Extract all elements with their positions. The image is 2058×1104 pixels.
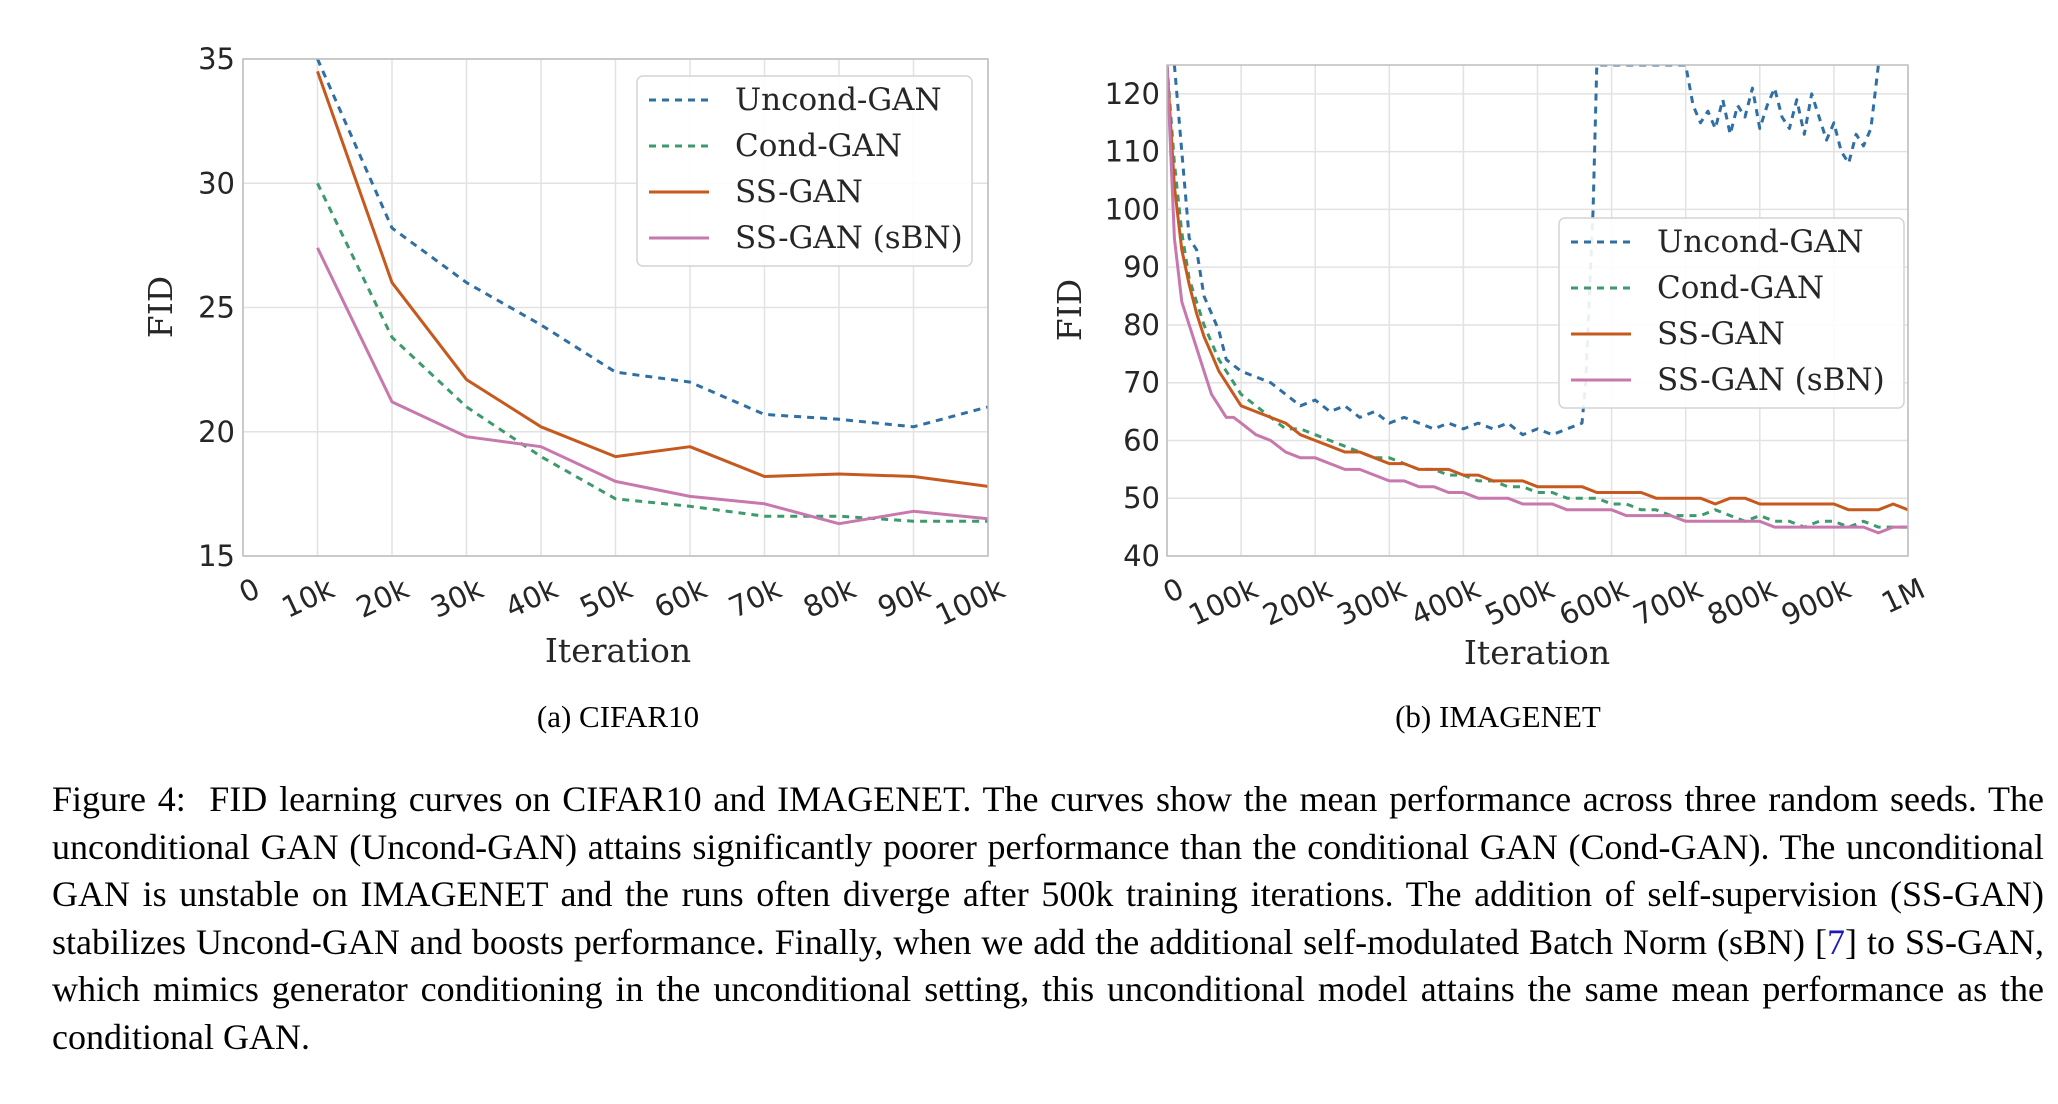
legend-label: SS-GAN (sBN) [1657, 362, 1885, 398]
y-tick-label: 20 [198, 415, 235, 449]
x-axis-label: Iteration [1464, 633, 1610, 672]
series-line-uncond-gan [316, 59, 988, 429]
series-line-cond-gan [316, 182, 988, 523]
y-tick-label: 15 [198, 539, 235, 573]
legend-box [636, 75, 973, 267]
series-line-ss-gan-sbn [316, 247, 988, 526]
subcaption-imagenet: (b) IMAGENET [1395, 699, 1601, 734]
y-tick-label: 120 [1105, 77, 1160, 111]
legend-label: SS-GAN (sBN) [735, 220, 963, 256]
x-tick-label: 20k [351, 571, 414, 625]
x-tick-label: 0 [234, 571, 265, 610]
x-tick-label: 40k [500, 571, 563, 625]
y-tick-label: 60 [1123, 423, 1160, 457]
caption-label: Figure 4: [52, 779, 186, 819]
y-tick-label: 80 [1123, 308, 1160, 342]
series-line-ss-gan [316, 70, 988, 488]
series-line-ss-gan-sbn [1167, 65, 1908, 535]
x-tick-label: 500k [1480, 571, 1560, 632]
legend-label: Cond-GAN [735, 128, 902, 164]
x-tick-label: 700k [1628, 571, 1708, 632]
legend-label: Uncond-GAN [1657, 224, 1864, 260]
chart-imagenet: 4050607080901001101200100k200k300k400k50… [1050, 64, 1930, 672]
x-tick-label: 100k [930, 571, 1010, 632]
caption-text-after-ref: ] to SS-GAN, which mimics generator cond… [52, 921, 2044, 1057]
x-tick-label: 400k [1406, 571, 1486, 632]
legend-label: SS-GAN [1657, 316, 1785, 352]
series-line-cond-gan [1167, 65, 1908, 529]
series-line-uncond-gan [1172, 65, 1880, 437]
x-tick-label: 1M [1876, 571, 1930, 620]
caption-citation-link[interactable]: 7 [1827, 921, 1845, 962]
x-tick-label: 90k [872, 571, 935, 625]
plot-frame [1166, 64, 1909, 557]
x-tick-label: 30k [425, 571, 488, 625]
series-line-ss-gan [1167, 65, 1908, 512]
x-tick-label: 60k [649, 571, 712, 625]
y-tick-label: 25 [198, 291, 235, 325]
y-tick-label: 30 [198, 166, 235, 200]
y-axis-label: FID [141, 276, 180, 338]
x-tick-label: 600k [1554, 571, 1634, 632]
caption-text-before-ref: FID learning curves on CIFAR10 and IMAGE… [52, 779, 2045, 962]
x-tick-label: 50k [574, 571, 637, 625]
y-tick-label: 40 [1123, 539, 1160, 573]
x-tick-label: 80k [798, 571, 861, 625]
y-tick-label: 110 [1105, 135, 1160, 169]
legend: Uncond-GAN Cond-GAN SS-GAN SS-GAN (sBN) [636, 75, 973, 267]
x-axis-label: Iteration [545, 631, 691, 670]
x-tick-label: 70k [723, 571, 786, 625]
x-tick-label: 10k [276, 571, 339, 625]
y-axis-label: FID [1050, 279, 1089, 341]
subcaption-cifar10: (a) CIFAR10 [537, 699, 699, 734]
x-tick-label: 300k [1332, 571, 1412, 632]
x-tick-label: 200k [1257, 571, 1337, 632]
chart-cifar10: 15 20 25 30 35 0 10k 20k 30k 40k 50k 60k 70k 80k 90k10… [141, 42, 1010, 670]
legend: Uncond-GAN Cond-GAN SS-GAN SS-GAN (sBN) [1558, 217, 1905, 409]
legend-label: SS-GAN [735, 174, 863, 210]
x-tick-label: 800k [1702, 571, 1782, 632]
legend-label: Uncond-GAN [735, 82, 942, 118]
y-tick-label: 50 [1123, 481, 1160, 515]
legend-label: Cond-GAN [1657, 270, 1824, 306]
y-tick-label: 100 [1105, 192, 1160, 226]
legend-box [1558, 217, 1905, 409]
y-tick-label: 90 [1123, 250, 1160, 284]
y-tick-label: 70 [1123, 366, 1160, 400]
x-tick-label: 900k [1776, 571, 1856, 632]
plot-frame [242, 58, 989, 557]
figure-caption: Figure 4: FID learning curves on CIFAR10… [52, 776, 2044, 1061]
x-tick-label: 100k [1183, 571, 1263, 632]
y-tick-label: 35 [198, 42, 235, 76]
